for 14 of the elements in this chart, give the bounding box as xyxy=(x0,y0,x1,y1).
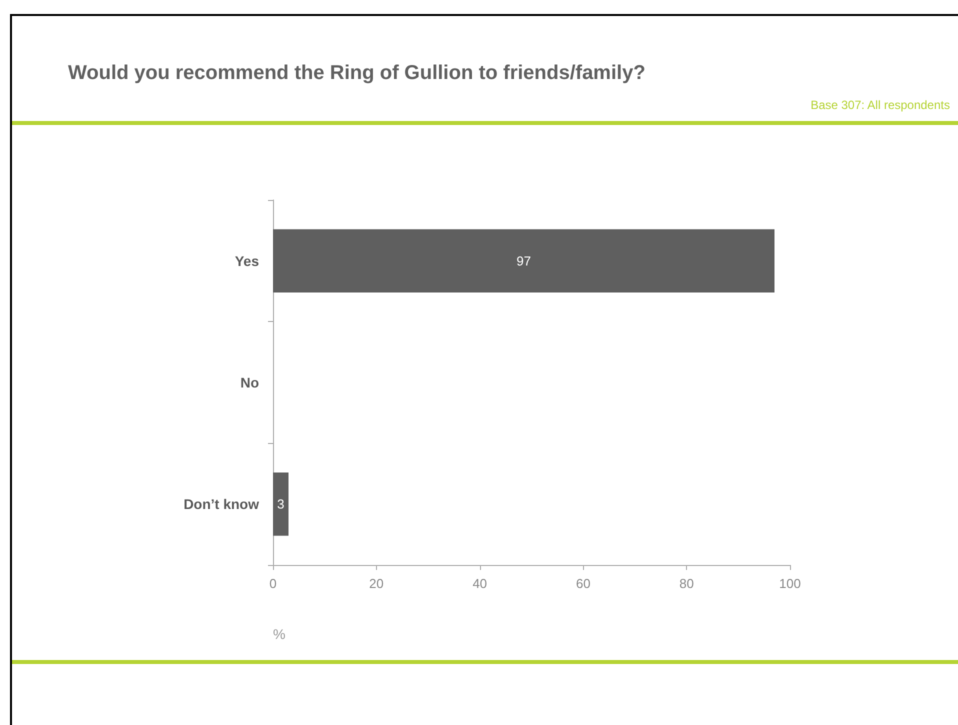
y-tick-label: Yes xyxy=(234,252,260,269)
x-tick-label: 40 xyxy=(472,576,488,591)
x-axis-title: % xyxy=(273,626,286,642)
data-label: 97 xyxy=(516,253,531,268)
x-tick-label: 60 xyxy=(576,576,590,591)
x-tick-label: 80 xyxy=(679,576,694,591)
x-tick-label: 0 xyxy=(269,576,277,591)
x-tick-label: 20 xyxy=(369,576,384,591)
x-tick-label: 100 xyxy=(779,576,801,591)
y-tick-label: Don’t know xyxy=(184,496,260,512)
y-tick-label: No xyxy=(240,374,259,390)
data-label: 3 xyxy=(277,496,284,512)
chart-title: Would you recommend the Ring of Gullion to friends/family? xyxy=(68,62,646,85)
text: Base 307: All respondents xyxy=(810,98,950,112)
